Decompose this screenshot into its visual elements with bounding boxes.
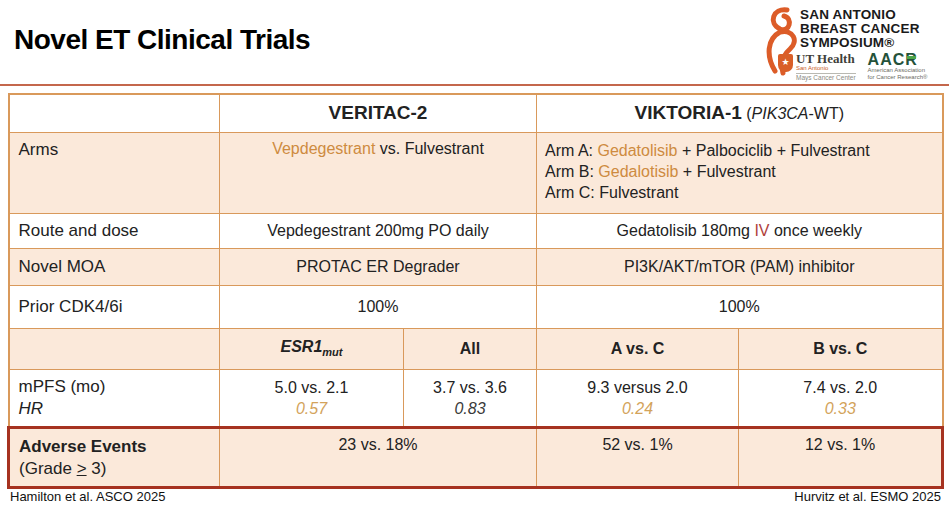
hazard-ratio: 0.83 <box>410 399 530 419</box>
ut-health-name: UT Health <box>796 52 856 65</box>
arms-viktoria-cell: Arm A: Gedatolisib + Palbociclib + Fulve… <box>537 132 943 213</box>
mpfs-all-cell: 3.7 vs. 3.6 0.83 <box>404 369 537 427</box>
sabcs-logo-block: SAN ANTONIO BREAST CANCER SYMPOSIUM® ★ U… <box>758 4 946 90</box>
arm-line: Arm C: Fulvestrant <box>545 182 936 203</box>
row-label-arms: Arms <box>9 132 220 213</box>
trials-comparison-table: VERITAC-2 VIKTORIA-1 (PIK3CA-WT) Arms Ve… <box>7 93 944 489</box>
subhead-all: All <box>404 328 537 369</box>
trial-name: VERITAC-2 <box>329 102 428 123</box>
iv-route-text: IV <box>754 222 769 239</box>
arm-line: Arm A: Gedatolisib + Palbociclib + Fulve… <box>545 140 936 161</box>
mpfs-a-vs-c-cell: 9.3 versus 2.0 0.24 <box>537 369 739 427</box>
row-label-moa: Novel MOA <box>9 248 220 285</box>
subhead-a-vs-c: A vs. C <box>537 328 739 369</box>
subhead-b-vs-c: B vs. C <box>739 328 943 369</box>
arm-line: Arm B: Gedalotisib + Fulvestrant <box>545 161 936 182</box>
subhead-esr1mut: ESR1mut <box>220 328 404 369</box>
title-divider <box>0 84 949 86</box>
aacr-subline: for Cancer Research® <box>868 74 928 81</box>
hazard-ratio: 0.24 <box>543 399 732 419</box>
moa-row: Novel MOA PROTAC ER Degrader PI3K/AKT/mT… <box>9 248 943 285</box>
drug-name: Gedalotisib <box>598 163 678 180</box>
trial-qualifier: ( <box>742 105 752 122</box>
route-dose-row: Route and dose Vepdegestrant 200mg PO da… <box>9 213 943 248</box>
mpfs-row: mPFS (mo) HR 5.0 vs. 2.1 0.57 3.7 vs. 3.… <box>9 369 943 427</box>
aacr-logo: AACR American Association for Cancer Res… <box>868 52 928 80</box>
mpfs-b-vs-c-cell: 7.4 vs. 2.0 0.33 <box>739 369 943 427</box>
hazard-ratio: 0.33 <box>745 399 936 419</box>
adverse-events-row: Adverse Events (Grade > 3) 23 vs. 18% 52… <box>9 427 943 487</box>
row-label-route: Route and dose <box>9 213 220 248</box>
gte-symbol: > <box>77 459 87 478</box>
partner-logos: ★ UT Health San Antonio Mays Cancer Cent… <box>778 52 927 82</box>
moa-veritac-cell: PROTAC ER Degrader <box>220 248 537 285</box>
cdk-viktoria-cell: 100% <box>537 285 943 328</box>
ut-health-shield-icon: ★ <box>778 54 793 72</box>
moa-viktoria-cell: PI3K/AKT/mTOR (PAM) inhibitor <box>537 248 943 285</box>
corner-cell <box>9 94 220 132</box>
gene-name: PIK3CA <box>752 105 809 122</box>
ut-health-center: Mays Cancer Center <box>796 73 856 82</box>
mpfs-esr1mut-cell: 5.0 vs. 2.1 0.57 <box>220 369 404 427</box>
row-label-mpfs: mPFS (mo) HR <box>9 369 220 427</box>
arms-row: Arms Vepdegestrant vs. Fulvestrant Arm A… <box>9 132 943 213</box>
hr-label: HR <box>19 399 44 418</box>
trial-qualifier: -WT) <box>809 105 845 122</box>
drug-name: Gedatolisib <box>597 142 677 159</box>
citation-veritac: Hamilton et al. ASCO 2025 <box>10 489 165 504</box>
slide: Novel ET Clinical Trials SAN ANTONIO BRE… <box>0 0 949 508</box>
citation-viktoria: Hurvitz et al. ESMO 2025 <box>794 489 941 504</box>
table-header-row: VERITAC-2 VIKTORIA-1 (PIK3CA-WT) <box>9 94 943 132</box>
ut-health-city: San Antonio <box>796 65 856 72</box>
subgroup-header-row: ESR1mut All A vs. C B vs. C <box>9 328 943 369</box>
trial-header-veritac2: VERITAC-2 <box>220 94 537 132</box>
drug-name: Vepdegestrant <box>272 140 375 157</box>
route-veritac-cell: Vepdegestrant 200mg PO daily <box>220 213 537 248</box>
hazard-ratio: 0.57 <box>226 399 397 419</box>
row-label-cdk: Prior CDK4/6i <box>9 285 220 328</box>
row-label-adverse-events: Adverse Events (Grade > 3) <box>9 427 220 487</box>
ae-a-vs-c-cell: 52 vs. 1% <box>537 427 739 487</box>
ae-b-vs-c-cell: 12 vs. 1% <box>739 427 943 487</box>
arms-veritac-cell: Vepdegestrant vs. Fulvestrant <box>220 132 537 213</box>
route-viktoria-cell: Gedatolisib 180mg IV once weekly <box>537 213 943 248</box>
cdk-veritac-cell: 100% <box>220 285 537 328</box>
symposium-line: SAN ANTONIO <box>800 8 920 22</box>
symposium-line: SYMPOSIUM® <box>800 36 920 50</box>
symposium-wordmark: SAN ANTONIO BREAST CANCER SYMPOSIUM® <box>800 8 920 50</box>
ae-veritac-cell: 23 vs. 18% <box>220 427 537 487</box>
aacr-subline: American Association <box>868 67 928 74</box>
subgroup-corner-cell <box>9 328 220 369</box>
prior-cdk-row: Prior CDK4/6i 100% 100% <box>9 285 943 328</box>
trial-header-viktoria1: VIKTORIA-1 (PIK3CA-WT) <box>537 94 943 132</box>
esr1-subscript: mut <box>322 347 342 359</box>
symposium-line: BREAST CANCER <box>800 22 920 36</box>
ut-health-logo: ★ UT Health San Antonio Mays Cancer Cent… <box>778 52 856 82</box>
page-title: Novel ET Clinical Trials <box>14 24 310 56</box>
aacr-wordmark: AACR <box>868 52 928 67</box>
trial-name: VIKTORIA-1 <box>634 102 741 123</box>
